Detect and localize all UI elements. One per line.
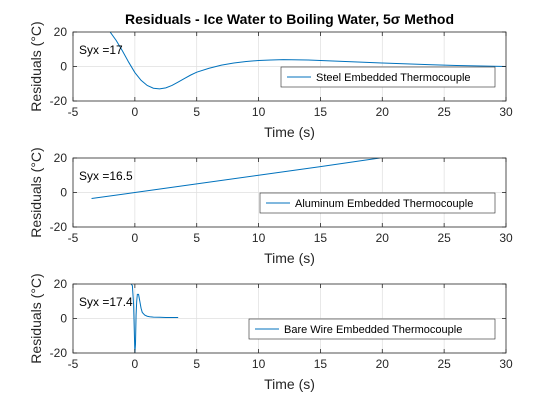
x-tick-label: -5 [68,105,79,119]
syx-annotation: Syx =17 [79,43,123,57]
x-tick-label: 30 [499,231,513,245]
legend: Steel Embedded Thermocouple [280,66,496,88]
x-tick-label: 10 [252,105,266,119]
x-tick-label: 30 [499,105,513,119]
legend-box [259,192,496,214]
x-tick-label: 5 [193,357,200,371]
x-tick-label: 20 [376,357,390,371]
x-tick-label: 5 [193,231,200,245]
y-axis-label: Residuals (°C) [28,21,44,111]
x-tick-label: 0 [132,231,139,245]
syx-annotation: Syx =16.5 [79,169,133,183]
x-tick-label: 5 [193,105,200,119]
x-tick-label: 15 [314,105,328,119]
x-axis-label: Time (s) [264,250,315,266]
legend-entry: Steel Embedded Thermocouple [316,72,471,84]
y-tick-label: 0 [60,186,67,200]
x-tick-label: 25 [437,231,451,245]
x-tick-label: 25 [437,357,451,371]
y-tick-label: -20 [50,220,68,234]
x-tick-label: 20 [376,231,390,245]
x-tick-label: 20 [376,105,390,119]
x-tick-label: 0 [132,357,139,371]
y-axis-label: Residuals (°C) [28,273,44,363]
x-tick-label: 30 [499,357,513,371]
legend-box [248,318,496,340]
y-tick-label: -20 [50,94,68,108]
x-tick-label: 0 [132,105,139,119]
y-tick-label: 20 [54,151,68,165]
x-tick-label: 25 [437,105,451,119]
y-tick-label: 20 [54,277,68,291]
x-tick-label: 15 [314,231,328,245]
legend-entry: Aluminum Embedded Thermocouple [295,198,473,210]
x-axis-label: Time (s) [264,376,315,392]
subplot-1: -5 0 5 10 15 20 25 30 20 0 -20 Time (s) Residuals (°… [28,21,513,140]
subplot-2: -5 0 5 10 15 20 25 30 20 0 -20 Time (s) Residuals (°… [28,147,513,266]
legend-box [280,66,496,88]
legend-entry: Bare Wire Embedded Thermocouple [284,324,462,336]
series-line [109,32,506,90]
legend: Aluminum Embedded Thermocouple [259,192,496,214]
syx-annotation: Syx =17.4 [79,295,133,309]
x-tick-label: 10 [252,231,266,245]
subplots: -5 0 5 10 15 20 25 30 20 0 -20 Time (s) Residuals (°… [28,21,513,392]
subplot-3: -5 0 5 10 15 20 25 30 20 0 -20 Time (s) Residuals (°… [28,273,513,392]
figure-title: Residuals - Ice Water to Boiling Water, … [125,11,454,27]
x-tick-label: -5 [68,231,79,245]
x-tick-label: 10 [252,357,266,371]
y-axis-label: Residuals (°C) [28,147,44,237]
x-axis-label: Time (s) [264,124,315,140]
legend: Bare Wire Embedded Thermocouple [248,318,496,340]
x-tick-label: -5 [68,357,79,371]
y-tick-label: 0 [60,312,67,326]
y-tick-label: -20 [50,346,68,360]
y-tick-label: 0 [60,60,67,74]
series-line [91,158,380,200]
y-tick-label: 20 [54,25,68,39]
x-tick-label: 15 [314,357,328,371]
